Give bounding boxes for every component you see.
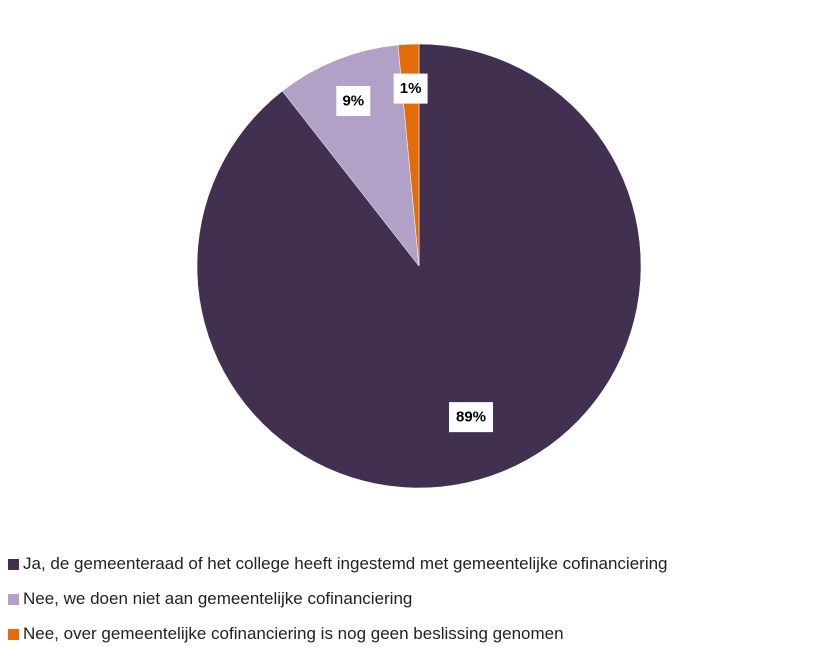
legend-swatch-ja [8, 558, 19, 570]
data-label-box-ja [449, 402, 494, 433]
pie-chart: 89% 9% 1% [196, 43, 642, 489]
legend-item-nee-geen-beslissing: Nee, over gemeentelijke cofinanciering i… [8, 624, 838, 643]
legend-item-nee-niet: Nee, we doen niet aan gemeentelijke cofi… [8, 589, 838, 608]
data-label-nee-geen-beslissing: 1% [400, 80, 422, 97]
legend-label-nee-niet: Nee, we doen niet aan gemeentelijke cofi… [23, 589, 413, 608]
legend-swatch-nee-geen-beslissing [8, 628, 19, 640]
data-labels: 89% 9% 1% [336, 73, 494, 433]
legend-label-ja: Ja, de gemeenteraad of het college heeft… [23, 554, 668, 573]
pie-slice-nee-niet [282, 44, 420, 267]
pie-slices [196, 43, 642, 489]
data-label-box-nee-geen-beslissing [393, 73, 428, 104]
legend-swatch-nee-niet [8, 593, 19, 605]
data-label-box-nee-niet [336, 85, 371, 116]
legend-item-ja: Ja, de gemeenteraad of het college heeft… [8, 554, 838, 573]
legend: Ja, de gemeenteraad of het college heeft… [8, 554, 838, 660]
legend-label-nee-geen-beslissing: Nee, over gemeentelijke cofinanciering i… [23, 624, 564, 643]
data-label-ja: 89% [456, 409, 486, 426]
data-label-nee-niet: 9% [342, 92, 364, 109]
